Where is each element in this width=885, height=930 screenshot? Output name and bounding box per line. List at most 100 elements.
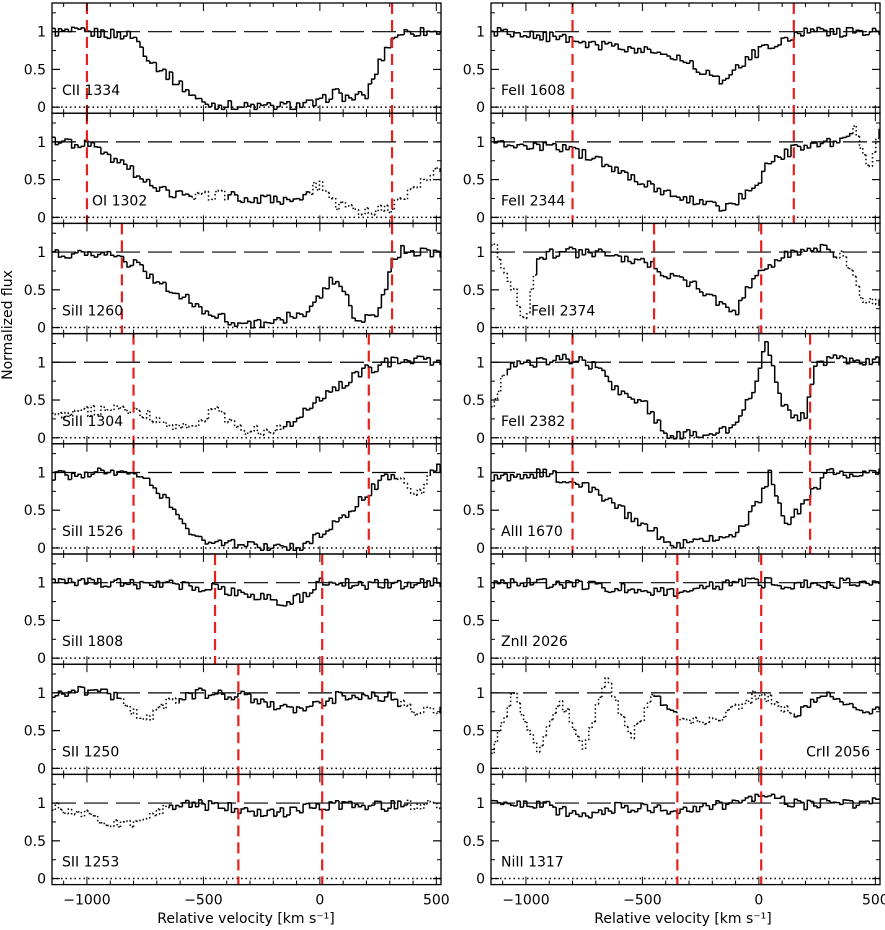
flux-spectrum-blend [52, 404, 284, 436]
flux-spectrum [52, 685, 441, 714]
ion-label: SII 1253 [62, 855, 119, 871]
y-tick-label: 0 [37, 431, 46, 447]
flux-spectrum [282, 355, 441, 430]
flux-spectrum [52, 136, 441, 206]
y-tick-label: 1 [476, 25, 485, 41]
spectrum-panel-cii-1334: 0 0.5 1 CII 1334 [24, 2, 442, 116]
y-tick-label: 0.5 [24, 283, 46, 299]
y-tick-label: 0.5 [24, 834, 46, 850]
y-tick-label: 0 [476, 431, 485, 447]
y-tick-label: 0 [37, 761, 46, 777]
flux-spectrum [535, 243, 880, 316]
ion-label: FeII 2382 [501, 414, 565, 430]
ion-label: SiII 1808 [62, 634, 123, 650]
flux-spectrum [491, 128, 880, 212]
y-tick-label: 1 [37, 686, 46, 702]
y-tick-label: 0.5 [463, 62, 485, 78]
y-tick-label: 0 [37, 872, 46, 888]
y-tick-label: 0.5 [24, 393, 46, 409]
ion-label: FeII 2374 [531, 304, 595, 320]
ion-label: CII 1334 [62, 83, 120, 99]
spectrum-panel-siii-1304: 0 0.5 1 SiII 1304 [24, 332, 442, 447]
spectrum-panel-feii-2382: 0 0.5 1 FeII 2382 [463, 332, 881, 447]
flux-spectrum-blend [52, 799, 441, 828]
x-tick-label: −1000 [63, 893, 110, 909]
y-tick-label: 1 [476, 686, 485, 702]
flux-spectrum [491, 468, 880, 549]
y-tick-label: 0.5 [463, 613, 485, 629]
y-tick-label: 0 [37, 321, 46, 337]
x-tick-label: 500 [423, 893, 450, 909]
y-tick-label: 0.5 [463, 173, 485, 189]
y-tick-label: 0.5 [463, 724, 485, 740]
y-tick-label: 1 [37, 465, 46, 481]
x-tick-label: 0 [754, 893, 763, 909]
y-tick-label: 0 [476, 651, 485, 667]
flux-spectrum [52, 577, 441, 607]
ion-label: OI 1302 [92, 193, 147, 209]
flux-spectrum [653, 691, 880, 718]
ion-label: FeII 2344 [501, 193, 565, 209]
spectrum-panel-znii-2026: 0 0.5 1 ZnII 2026 [463, 553, 881, 667]
y-tick-label: 1 [476, 135, 485, 151]
spectrum-panel-niii-1317: 0 0.5 1 NiII 1317 [463, 773, 881, 888]
y-tick-label: 0.5 [463, 834, 485, 850]
y-tick-label: 0 [37, 541, 46, 557]
y-tick-label: 1 [37, 796, 46, 812]
spectrum-panel-alii-1670: 0 0.5 1 AlII 1670 [463, 443, 881, 557]
flux-spectrum-blend [119, 697, 441, 721]
x-tick-label: −500 [184, 893, 222, 909]
y-tick-label: 0 [37, 100, 46, 116]
y-tick-label: 1 [476, 796, 485, 812]
spectrum-panel-siii-1260: 0 0.5 1 SiII 1260 [24, 222, 442, 337]
y-tick-label: 0.5 [24, 503, 46, 519]
ion-label: SiII 1526 [62, 524, 123, 540]
flux-spectrum [168, 799, 441, 818]
y-tick-label: 1 [37, 245, 46, 261]
ion-label: FeII 1608 [501, 83, 565, 99]
flux-spectrum-blend [491, 243, 880, 320]
x-axis-title-left: Relative velocity [km s⁻¹] [157, 911, 335, 927]
y-tick-label: 0 [37, 651, 46, 667]
y-tick-label: 0 [37, 210, 46, 226]
y-tick-label: 0.5 [24, 62, 46, 78]
flux-spectrum [506, 341, 880, 440]
y-tick-label: 0 [476, 210, 485, 226]
y-tick-label: 0 [476, 321, 485, 337]
flux-spectrum [52, 26, 441, 111]
flux-spectrum-blend [191, 167, 441, 216]
ion-label: SiII 1260 [62, 304, 123, 320]
spectrum-panel-oi-1302: 0 0.5 1 OI 1302 [24, 112, 442, 226]
ion-label: NiII 1317 [501, 855, 564, 871]
y-tick-label: 0.5 [24, 724, 46, 740]
spectrum-panel-feii-1608: 0 0.5 1 FeII 1608 [463, 2, 881, 116]
flux-spectrum-blend [396, 475, 431, 497]
spectrum-panel-sii-1250: 0 0.5 1 SII 1250 [24, 663, 442, 777]
y-tick-label: 1 [476, 245, 485, 261]
x-tick-label: 0 [315, 893, 324, 909]
y-tick-label: 1 [476, 355, 485, 371]
y-tick-label: 0.5 [463, 393, 485, 409]
y-tick-label: 0.5 [463, 283, 485, 299]
spectrum-panel-sii-1253: 0 0.5 1 SII 1253 [24, 773, 442, 888]
y-tick-label: 1 [37, 576, 46, 592]
flux-spectrum-blend [491, 374, 508, 408]
spectrum-panel-crii-2056: 0 0.5 1 CrII 2056 [463, 663, 881, 777]
spectrum-panel-siii-1526: 0 0.5 1 SiII 1526 [24, 443, 442, 557]
x-tick-label: −500 [623, 893, 661, 909]
y-tick-label: 0.5 [24, 173, 46, 189]
ion-label: ZnII 2026 [501, 634, 568, 650]
y-tick-label: 1 [476, 576, 485, 592]
y-tick-label: 1 [37, 135, 46, 151]
y-tick-label: 0 [476, 872, 485, 888]
x-tick-label: −1000 [502, 893, 549, 909]
y-tick-label: 0.5 [463, 503, 485, 519]
x-axis-title-right: Relative velocity [km s⁻¹] [594, 911, 772, 927]
x-tick-label: 500 [862, 893, 885, 909]
y-tick-label: 0 [476, 761, 485, 777]
y-tick-label: 1 [37, 355, 46, 371]
flux-spectrum-blend [491, 677, 795, 754]
flux-spectrum [491, 26, 880, 85]
